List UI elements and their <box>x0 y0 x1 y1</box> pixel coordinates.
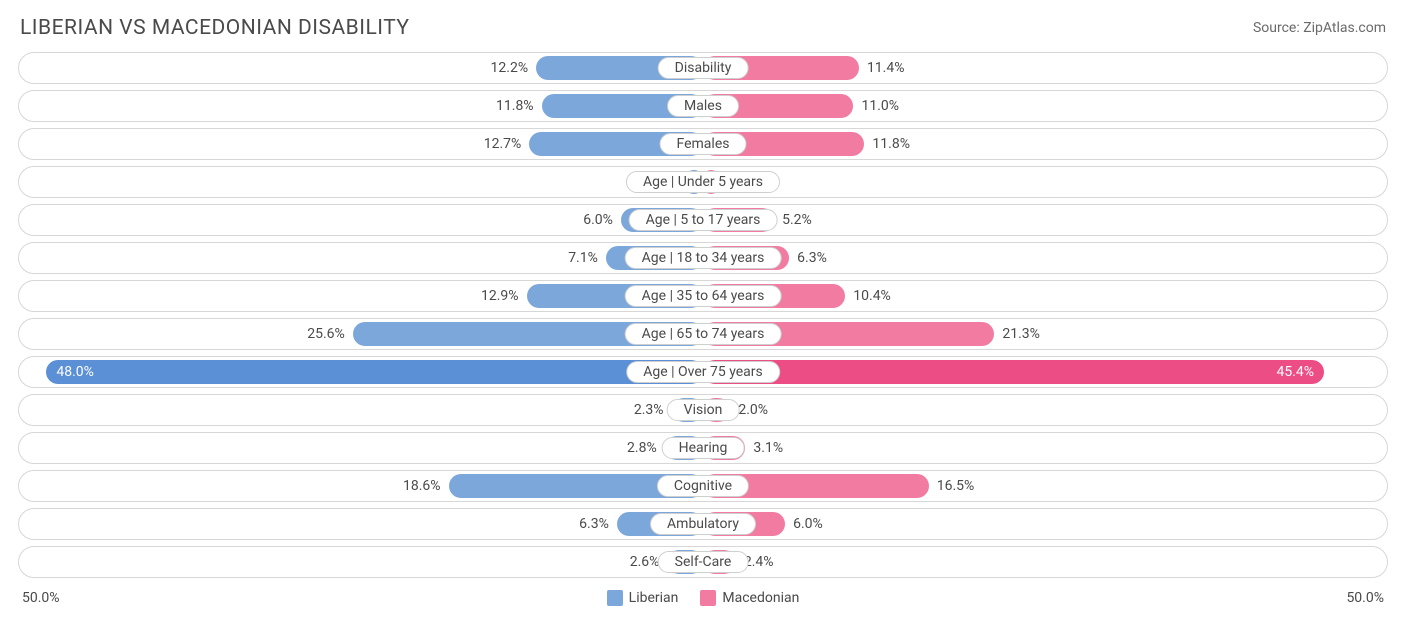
bar-row: 25.6% 21.3% Age | 65 to 74 years <box>18 318 1388 350</box>
axis-max-left: 50.0% <box>22 590 60 606</box>
bar-left: 48.0% <box>46 360 703 384</box>
value-right: 11.8% <box>872 136 910 152</box>
bar-row: 2.6% 2.4%Self-Care <box>18 546 1388 578</box>
bar-right-wrap: 21.3% <box>703 322 1387 346</box>
chart-area: 12.2% 11.4% Disability 11.8% 11.0% Males 12.7%… <box>0 52 1406 578</box>
value-right: 10.4% <box>853 288 891 304</box>
bar-right-wrap: 2.0% <box>703 398 1387 422</box>
bar-left-wrap: 6.0% <box>19 208 703 232</box>
value-left: 11.8% <box>496 98 534 114</box>
legend-label-right: Macedonian <box>722 590 799 606</box>
value-left: 6.0% <box>583 212 613 228</box>
row-label: Age | Over 75 years <box>626 361 780 383</box>
bar-row: 48.0% 45.4% Age | Over 75 years <box>18 356 1388 388</box>
value-right: 16.5% <box>937 478 975 494</box>
bar-row: 12.9% 10.4% Age | 35 to 64 years <box>18 280 1388 312</box>
bar-row: 7.1% 6.3% Age | 18 to 34 years <box>18 242 1388 274</box>
row-label: Females <box>660 133 747 155</box>
bar-left-wrap: 12.9% <box>19 284 703 308</box>
bar-row: 12.7% 11.8% Females <box>18 128 1388 160</box>
bar-right-wrap: 3.1% <box>703 436 1387 460</box>
bar-left-wrap: 2.3% <box>19 398 703 422</box>
value-left: 18.6% <box>403 478 441 494</box>
bar-left-wrap: 7.1% <box>19 246 703 270</box>
row-label: Self-Care <box>658 551 749 573</box>
bar-right-wrap: 10.4% <box>703 284 1387 308</box>
legend-item-right: Macedonian <box>700 590 799 606</box>
value-right: 11.4% <box>867 60 905 76</box>
bar-right-wrap: 6.0% <box>703 512 1387 536</box>
bar-left-wrap: 11.8% <box>19 94 703 118</box>
bar-left-wrap: 18.6% <box>19 474 703 498</box>
bar-right-wrap: 11.8% <box>703 132 1387 156</box>
row-label: Males <box>667 95 739 117</box>
bar-row: 6.0% 5.2%Age | 5 to 17 years <box>18 204 1388 236</box>
bar-right: 45.4% <box>703 360 1324 384</box>
row-label: Disability <box>658 57 749 79</box>
value-left: 7.1% <box>568 250 598 266</box>
bar-right-wrap: 11.0% <box>703 94 1387 118</box>
row-label: Age | 65 to 74 years <box>625 323 782 345</box>
value-right: 6.0% <box>793 516 823 532</box>
value-right: 2.0% <box>738 402 768 418</box>
value-left: 12.9% <box>481 288 519 304</box>
row-label: Hearing <box>662 437 745 459</box>
value-right: 21.3% <box>1002 326 1040 342</box>
value-left: 48.0% <box>56 364 94 380</box>
value-right: 6.3% <box>797 250 827 266</box>
value-right: 11.0% <box>861 98 899 114</box>
legend-swatch-right <box>700 590 716 606</box>
value-left: 12.7% <box>484 136 522 152</box>
bar-right-wrap: 45.4% <box>703 360 1387 384</box>
value-left: 6.3% <box>579 516 609 532</box>
bar-left-wrap: 25.6% <box>19 322 703 346</box>
bar-row: 1.3%1.2%Age | Under 5 years <box>18 166 1388 198</box>
legend: Liberian Macedonian <box>607 590 800 606</box>
chart-footer: 50.0% Liberian Macedonian 50.0% <box>0 584 1406 620</box>
bar-right-wrap: 16.5% <box>703 474 1387 498</box>
bar-row: 12.2% 11.4% Disability <box>18 52 1388 84</box>
chart-container: LIBERIAN VS MACEDONIAN DISABILITY Source… <box>0 0 1406 620</box>
value-left: 12.2% <box>491 60 529 76</box>
value-left: 25.6% <box>307 326 345 342</box>
bar-left-wrap: 2.6% <box>19 550 703 574</box>
axis-max-right: 50.0% <box>1346 590 1384 606</box>
value-right: 5.2% <box>782 212 812 228</box>
row-label: Ambulatory <box>650 513 756 535</box>
bar-row: 2.3% 2.0%Vision <box>18 394 1388 426</box>
bar-row: 6.3% 6.0% Ambulatory <box>18 508 1388 540</box>
bar-right-wrap: 2.4% <box>703 550 1387 574</box>
value-left: 2.6% <box>630 554 660 570</box>
bar-left-wrap: 12.2% <box>19 56 703 80</box>
value-left: 2.8% <box>627 440 657 456</box>
chart-title: LIBERIAN VS MACEDONIAN DISABILITY <box>20 16 410 40</box>
bar-left-wrap: 12.7% <box>19 132 703 156</box>
value-right: 45.4% <box>1277 364 1315 380</box>
bar-right-wrap: 6.3% <box>703 246 1387 270</box>
bar-left-wrap: 6.3% <box>19 512 703 536</box>
row-label: Age | Under 5 years <box>626 171 780 193</box>
bar-left-wrap: 48.0% <box>19 360 703 384</box>
bar-left-wrap: 1.3% <box>19 170 703 194</box>
bar-row: 2.8% 3.1% Hearing <box>18 432 1388 464</box>
bar-row: 18.6% 16.5% Cognitive <box>18 470 1388 502</box>
legend-label-left: Liberian <box>629 590 679 606</box>
row-label: Vision <box>667 399 740 421</box>
bar-row: 11.8% 11.0% Males <box>18 90 1388 122</box>
bar-right-wrap: 5.2% <box>703 208 1387 232</box>
source-attribution: Source: ZipAtlas.com <box>1253 20 1386 36</box>
bar-right-wrap: 1.2% <box>703 170 1387 194</box>
value-left: 2.3% <box>634 402 664 418</box>
row-label: Age | 35 to 64 years <box>625 285 782 307</box>
bar-left-wrap: 2.8% <box>19 436 703 460</box>
legend-swatch-left <box>607 590 623 606</box>
row-label: Age | 18 to 34 years <box>625 247 782 269</box>
bar-right-wrap: 11.4% <box>703 56 1387 80</box>
row-label: Age | 5 to 17 years <box>629 209 778 231</box>
header: LIBERIAN VS MACEDONIAN DISABILITY Source… <box>0 0 1406 52</box>
legend-item-left: Liberian <box>607 590 679 606</box>
value-right: 3.1% <box>753 440 783 456</box>
row-label: Cognitive <box>657 475 749 497</box>
